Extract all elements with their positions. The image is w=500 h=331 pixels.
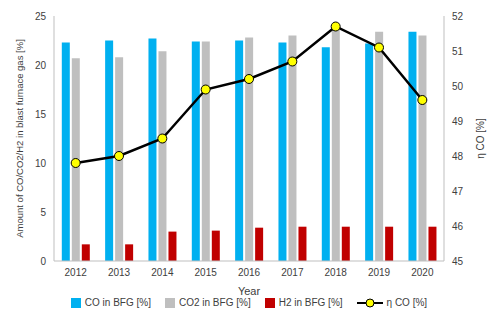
svg-text:2019: 2019 bbox=[368, 267, 391, 278]
svg-text:2013: 2013 bbox=[108, 267, 131, 278]
svg-text:2015: 2015 bbox=[195, 267, 218, 278]
svg-text:2014: 2014 bbox=[151, 267, 174, 278]
svg-text:Year: Year bbox=[238, 285, 261, 297]
html-text:CO in BFG [%]: CO in BFG [%] bbox=[84, 297, 151, 308]
svg-text:48: 48 bbox=[452, 151, 464, 162]
svg-text:51: 51 bbox=[452, 46, 464, 57]
svg-text:50: 50 bbox=[452, 81, 464, 92]
svg-text:2017: 2017 bbox=[281, 267, 304, 278]
svg-text:Amount of CO/CO2/H2 in blast f: Amount of CO/CO2/H2 in blast furnace gas… bbox=[14, 39, 25, 238]
svg-text:49: 49 bbox=[452, 116, 464, 127]
svg-text:2012: 2012 bbox=[65, 267, 88, 278]
svg-text:47: 47 bbox=[452, 186, 464, 197]
svg-text:52: 52 bbox=[452, 11, 464, 22]
svg-text:46: 46 bbox=[452, 221, 464, 232]
svg-text:2018: 2018 bbox=[325, 267, 348, 278]
svg-text:10: 10 bbox=[35, 158, 47, 169]
svg-text:25: 25 bbox=[35, 11, 47, 22]
svg-text:2020: 2020 bbox=[411, 267, 434, 278]
svg-text:15: 15 bbox=[35, 109, 47, 120]
svg-text:0: 0 bbox=[40, 256, 46, 267]
svg-text:45: 45 bbox=[452, 256, 464, 267]
svg-text:5: 5 bbox=[40, 207, 46, 218]
svg-text:20: 20 bbox=[35, 60, 47, 71]
html-text:H2 in BFG [%]: H2 in BFG [%] bbox=[278, 297, 343, 308]
html-text:CO2 in BFG [%]: CO2 in BFG [%] bbox=[179, 297, 251, 308]
html-text:η CO [%]: η CO [%] bbox=[386, 297, 428, 308]
svg-text:η CO [%]: η CO [%] bbox=[475, 118, 486, 159]
svg-text:2016: 2016 bbox=[238, 267, 261, 278]
